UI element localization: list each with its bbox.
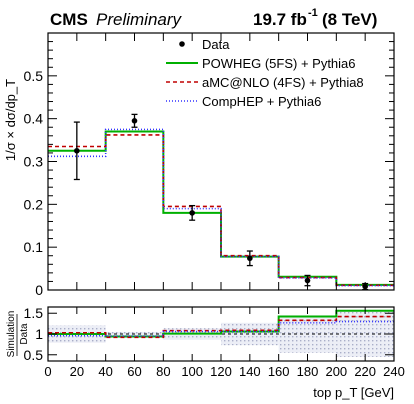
data-point	[304, 277, 311, 284]
x-tick-label: 220	[354, 364, 376, 379]
ratio-y-tick-label: 1.5	[24, 305, 44, 321]
ratio-series-line	[48, 320, 394, 337]
ratio-panel: 0.5 1 1.5 0 20 40 60 80 100 120 140 160 180 200 220 240…	[6, 305, 405, 400]
lumi-exponent: -1	[308, 7, 318, 19]
x-tick-label: 120	[210, 364, 232, 379]
x-tick-label: 160	[268, 364, 290, 379]
legend-label: aMC@NLO (4FS) + Pythia8	[202, 75, 364, 90]
main-panel: 0 0.1 0.2 0.3 0.4 0.5 1/σ × dσ/dp_T	[3, 32, 395, 298]
uncertainty-band	[221, 322, 279, 346]
status-label: Preliminary	[96, 10, 183, 29]
y-tick-label: 0.2	[24, 196, 44, 212]
legend-label: POWHEG (5FS) + Pythia6	[202, 56, 356, 71]
lumi-label: 19.7 fb	[253, 10, 307, 29]
legend: Data POWHEG (5FS) + Pythia6 aMC@NLO (4FS) …	[166, 37, 364, 109]
ratio-y-tick-label: 0.5	[24, 347, 44, 363]
legend-label: CompHEP + Pythia6	[202, 94, 321, 109]
x-tick-label: 140	[239, 364, 261, 379]
x-tick-label: 180	[297, 364, 319, 379]
legend-marker-data	[179, 41, 185, 47]
x-axis-label: top p_T [GeV]	[313, 385, 394, 400]
x-tick-label: 60	[127, 364, 141, 379]
energy-label: (8 TeV)	[322, 10, 377, 29]
data-point	[189, 210, 195, 216]
ratio-y-label-bottom: Data	[19, 323, 30, 345]
x-tick-label: 80	[156, 364, 170, 379]
ratio-series-line	[48, 309, 394, 338]
experiment-label: CMS	[50, 10, 88, 29]
series-line	[48, 128, 394, 287]
y-tick-label: 0.4	[24, 111, 44, 127]
ratio-y-tick-label: 1	[35, 326, 43, 342]
y-tick-label: 0.3	[24, 154, 44, 170]
ratio-y-label-top: Simulation	[6, 311, 17, 358]
series-line	[48, 134, 394, 287]
y-tick-label: 0	[35, 282, 43, 298]
y-tick-label: 0.1	[24, 239, 44, 255]
y-axis-label: 1/σ × dσ/dp_T	[3, 79, 18, 161]
ratio-series-line	[48, 315, 394, 339]
x-tick-label: 0	[44, 364, 51, 379]
data-point	[247, 255, 253, 262]
data-point	[74, 147, 80, 154]
x-tick-label: 240	[383, 364, 405, 379]
x-tick-label: 40	[98, 364, 112, 379]
header: CMS Preliminary 19.7 fb -1 (8 TeV)	[50, 7, 377, 29]
x-tick-label: 20	[70, 364, 84, 379]
legend-label: Data	[202, 37, 230, 52]
x-tick-label: 200	[325, 364, 347, 379]
y-tick-label: 0.5	[24, 68, 44, 84]
data-point	[131, 118, 138, 124]
x-tick-label: 100	[181, 364, 203, 379]
